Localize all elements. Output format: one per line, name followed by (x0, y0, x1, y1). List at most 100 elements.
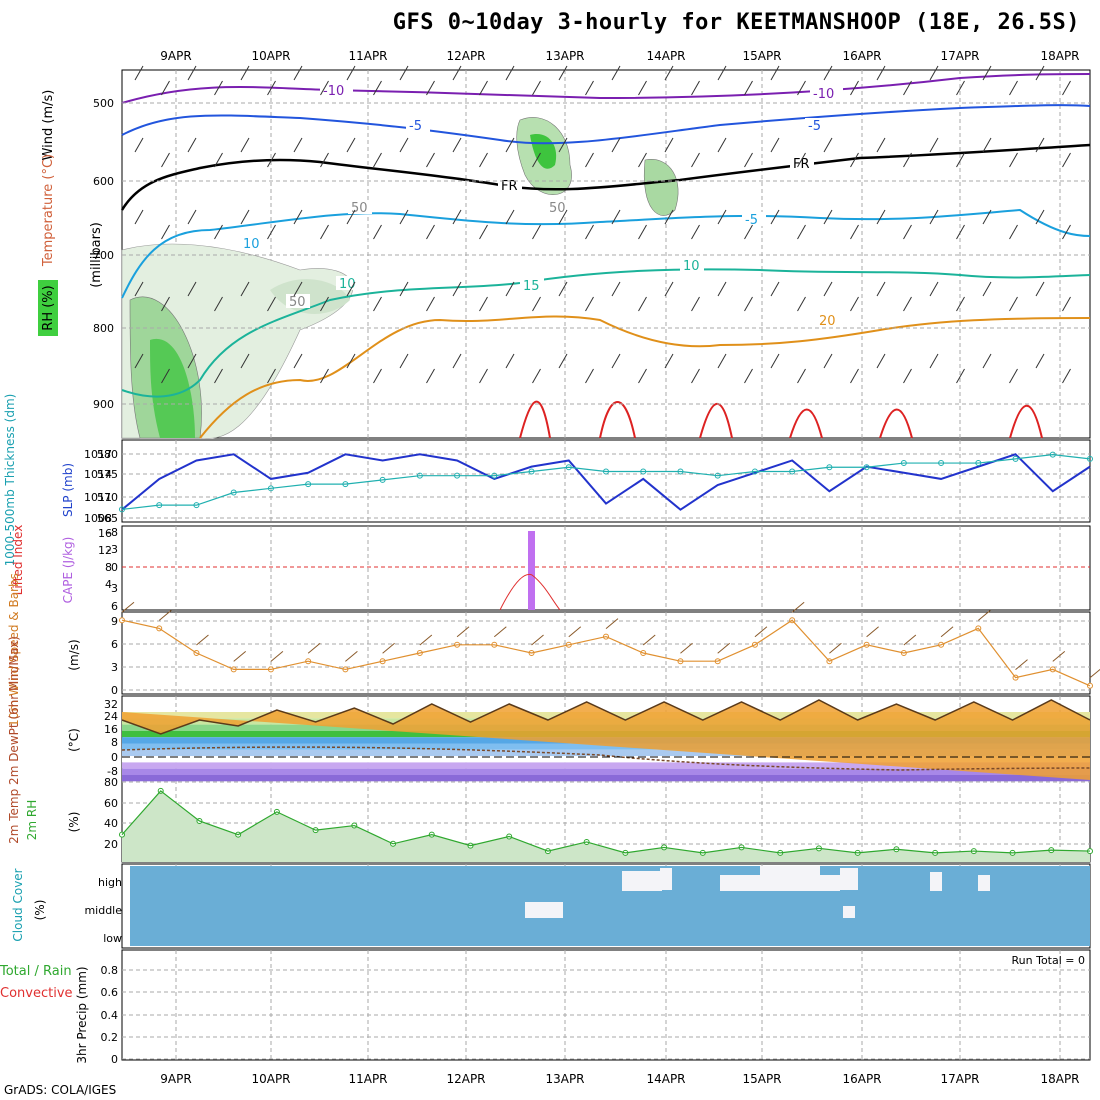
cloud-cover-area (130, 866, 1090, 946)
wind-barb (320, 80, 329, 96)
wind10-axis-label: 10m Wind Speed & Barbs (7, 573, 21, 727)
wind-barb (1062, 296, 1071, 312)
rh-tick: 40 (104, 817, 118, 830)
wind-barb (452, 353, 462, 369)
wind-barb (770, 209, 780, 225)
wind-barb (161, 368, 170, 384)
wind-barb (505, 137, 515, 153)
wind10-barb (605, 618, 619, 629)
cloud-clear-patch (840, 868, 858, 890)
wind-barb (558, 137, 568, 153)
wind-barb (1035, 281, 1045, 297)
wind10-barb (270, 651, 284, 662)
contour-label: 20 (819, 314, 836, 329)
wind10-barb (903, 634, 917, 646)
wind-barb (293, 281, 303, 297)
temperature-contour (519, 400, 1043, 439)
bottom-date-label: 13APR (545, 1072, 584, 1086)
wind-barb (346, 137, 356, 153)
wind-barb (611, 353, 621, 369)
wind-barb (717, 281, 727, 297)
wind-barb (399, 353, 409, 369)
pressure-tick: 500 (93, 97, 114, 110)
temperature-band (122, 775, 1090, 782)
wind-barb (214, 368, 223, 384)
rh-line (121, 790, 1091, 854)
wind-axis-label: Wind (m/s) (41, 90, 56, 161)
cape-tick: 8 (105, 561, 112, 574)
wind10-barb (456, 626, 470, 638)
wind-barb (664, 65, 674, 81)
wind-barb (982, 209, 992, 225)
contour-label-bg (320, 83, 353, 97)
wind-barb (161, 152, 170, 168)
cloud-clear-patch (843, 906, 855, 918)
top-date-label: 16APR (842, 49, 881, 63)
wind-barb (320, 152, 329, 168)
wind-barb (214, 224, 223, 240)
wind-barb (532, 368, 541, 384)
wind-barb (214, 296, 223, 312)
contour-label-bg (816, 313, 840, 327)
wind-barb (664, 209, 674, 225)
wind-barb (373, 224, 382, 240)
slp-axis-label: SLP (mb) (61, 463, 75, 517)
wind-barb (479, 296, 488, 312)
wind-barb (346, 353, 356, 369)
wind-barb (479, 368, 488, 384)
wind-barb (929, 137, 939, 153)
wind-barb (611, 65, 621, 81)
wind-speed-tick: 3 (111, 661, 118, 674)
wind-barb (664, 353, 674, 369)
rh-area (122, 790, 1090, 862)
wind-barb (876, 209, 886, 225)
top-date-label: 11APR (348, 49, 387, 63)
wind-barb (267, 368, 276, 384)
wind-barb (240, 209, 250, 225)
wind-barb (823, 209, 833, 225)
slp-tick: 1017 (84, 448, 112, 461)
wind-speed-tick: 9 (111, 615, 118, 628)
wind-barb (823, 353, 833, 369)
rh-legend-swatch (38, 280, 58, 336)
chart-title: GFS 0~10day 3-hourly for KEETMANSHOOP (1… (392, 10, 1080, 35)
wind-barb (744, 152, 753, 168)
wind10-barb (680, 642, 693, 654)
wind10-barb (345, 651, 358, 662)
temperature-tick: 24 (104, 710, 118, 723)
top-date-label: 17APR (940, 49, 979, 63)
lifted-index-tick: 3 (111, 582, 118, 595)
wind-barb (187, 353, 197, 369)
temperature-line (121, 699, 1091, 735)
temperature-band (122, 749, 1090, 757)
wind-barb (691, 224, 700, 240)
wind-barb (903, 80, 912, 96)
wind-barb (399, 137, 409, 153)
wind-barb (240, 137, 250, 153)
bottom-date-label: 15APR (742, 1072, 781, 1086)
wind10-barb (121, 601, 135, 613)
precip-axis-label: 3hr Precip (mm) (75, 966, 89, 1063)
wind10-unit-label: (m/s) (67, 639, 81, 670)
top-date-label: 18APR (1040, 49, 1079, 63)
wind-barb (929, 281, 939, 297)
contour-label: -10 (323, 84, 344, 99)
wind10-barb (382, 642, 395, 654)
wind10-barb (307, 642, 321, 654)
wind-barb (452, 137, 462, 153)
panel-frame-wind (121, 611, 1091, 695)
precip-convective-legend: Convective (0, 986, 73, 1001)
contour-label: FR (793, 157, 810, 172)
wind-barb (373, 296, 382, 312)
wind-barb (876, 353, 886, 369)
run-total-label: Run Total = 0 (1012, 954, 1086, 967)
wind-barb (956, 152, 965, 168)
wind-barb (346, 65, 356, 81)
lifted-index-tick: 0 (111, 561, 118, 574)
cloud-level-label: low (103, 932, 122, 945)
wind-barb (1062, 368, 1071, 384)
wind-barb (691, 368, 700, 384)
contour-label-bg (520, 278, 544, 292)
wind-barb (240, 65, 250, 81)
wind-barb (929, 209, 939, 225)
